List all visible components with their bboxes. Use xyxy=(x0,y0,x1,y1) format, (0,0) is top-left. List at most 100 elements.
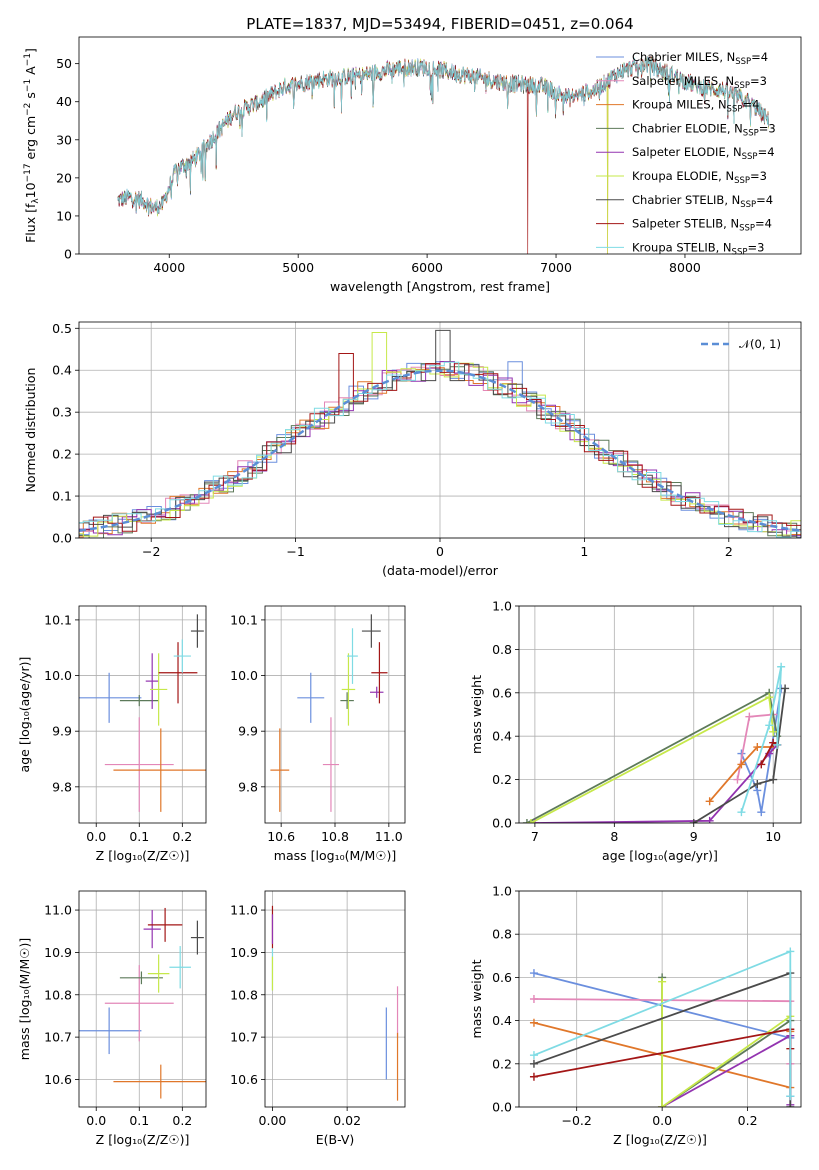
x-tick-label: 2 xyxy=(725,544,733,559)
x-tick-label: 5000 xyxy=(282,260,314,275)
y-axis-label: mass weight xyxy=(469,675,484,754)
weight-point-kroupa_elodie xyxy=(769,727,778,736)
legend-text: Salpeter MILES, N xyxy=(632,74,734,88)
x-tick-label: 0.0 xyxy=(86,829,106,844)
x-tick-label: 10.8 xyxy=(321,829,349,844)
panel-residuals: −2 −1 0 1 2 0.0 0.1 0.2 0.3 0.4 0.5 (data-model)/er… xyxy=(23,321,802,578)
y-tick-label: 0.6 xyxy=(492,685,512,700)
y-tick-label: 9.8 xyxy=(238,779,258,794)
x-tick-label: 0.2 xyxy=(738,1113,758,1128)
x-tick-label: −1 xyxy=(286,544,304,559)
label-part: s xyxy=(23,92,38,103)
x-axis-label: mass [log₁₀(M/M☉)] xyxy=(274,848,396,863)
x-tick-label: 9 xyxy=(690,829,698,844)
legend-text: Chabrier ELODIE, N xyxy=(632,121,743,135)
plot-area-z_age xyxy=(79,614,206,812)
y-tick-label: 10.8 xyxy=(44,987,72,1002)
y-tick-label: 50 xyxy=(56,56,72,71)
y-tick-label: 10.1 xyxy=(230,612,258,627)
y-tick-label: 30 xyxy=(56,132,72,147)
legend-text: =4 xyxy=(758,145,775,159)
y-tick-label: 40 xyxy=(56,94,72,109)
y-axis-label: Normed distribution xyxy=(23,368,38,493)
y-tick-label: 10.6 xyxy=(44,1072,72,1087)
weight-line-kroupa_elodie xyxy=(530,695,775,823)
panel-spectrum: 4000 5000 6000 7000 8000 0 10 20 30 40 50 wavelengt… xyxy=(23,36,802,294)
hist-salpeter_stelib xyxy=(79,353,801,538)
weight-point-kroupa_stelib xyxy=(737,808,746,817)
weight-line-kroupa_stelib xyxy=(740,666,782,813)
y-tick-label: 9.8 xyxy=(52,779,72,794)
y-tick-label: 0.4 xyxy=(52,363,72,378)
y-tick-label: 9.9 xyxy=(238,724,258,739)
weight-line-kroupa_elodie xyxy=(661,981,791,1107)
y-tick-label: 0.8 xyxy=(492,642,512,657)
weight-line-salpeter_elodie xyxy=(661,1034,792,1107)
legend-sub: SSP xyxy=(727,105,743,115)
x-tick-label: 7 xyxy=(531,829,539,844)
y-tick-label: 0.0 xyxy=(492,816,512,831)
legend-text: Chabrier MILES, N xyxy=(632,50,735,64)
weight-point-kroupa_elodie xyxy=(526,819,535,823)
weight-point-kroupa_miles xyxy=(737,760,746,769)
plot-area-residuals xyxy=(79,329,801,538)
x-axis-label: Z [log₁₀(Z/Z☉)] xyxy=(96,1132,190,1147)
weight-point-kroupa_stelib xyxy=(786,1092,795,1101)
legend-label-chabrier_stelib: Chabrier STELIB, NSSP=4 xyxy=(632,193,773,210)
x-tick-label: 0.0 xyxy=(652,1113,672,1128)
legend-text: =4 xyxy=(751,50,768,64)
legend-sub: SSP xyxy=(732,247,748,257)
weight-point-chabrier_stelib xyxy=(769,775,778,784)
panel-mass_age: 10.6 10.8 11.0 9.8 9.9 10.0 10.1 mass [log₁₀(M/… xyxy=(230,605,406,863)
plot-area-z_weight xyxy=(529,947,795,1107)
weight-point-kroupa_stelib xyxy=(529,1051,538,1060)
weight-point-kroupa_elodie xyxy=(658,1103,667,1107)
legend-text: Salpeter ELODIE, N xyxy=(632,145,742,159)
x-tick-label: 1 xyxy=(580,544,588,559)
normal-curve xyxy=(79,369,801,532)
weight-point-kroupa_elodie xyxy=(658,977,667,986)
axes-frame xyxy=(78,605,207,824)
weight-point-kroupa_stelib xyxy=(777,662,786,671)
y-tick-label: 0.2 xyxy=(492,1056,512,1071)
y-tick-label: 0.6 xyxy=(492,970,512,985)
y-axis-label: mass weight xyxy=(469,959,484,1038)
y-tick-label: 10.7 xyxy=(230,1030,258,1045)
axes-frame xyxy=(78,36,802,255)
axes-frame xyxy=(78,321,802,539)
weight-point-salpeter_stelib xyxy=(529,1072,538,1081)
y-tick-label: 0.2 xyxy=(52,447,72,462)
x-tick-label: 0 xyxy=(436,544,444,559)
legend-sub: SSP xyxy=(740,200,756,210)
legend-label-kroupa_elodie: Kroupa ELODIE, NSSP=3 xyxy=(632,169,767,186)
weight-point-salpeter_stelib xyxy=(757,760,766,769)
label-sup: −1 xyxy=(23,53,33,66)
label-part: 10 xyxy=(23,182,38,198)
legend-label-salpeter_stelib: Salpeter STELIB, NSSP=4 xyxy=(632,217,772,234)
panel-z_mass: 0.0 0.1 0.2 10.6 10.7 10.8 10.9 11.0 Z [log₁₀(Z/… xyxy=(17,890,207,1147)
panel-z_weight: −0.2 0.0 0.2 0.0 0.2 0.4 0.6 0.8 1.0 Z [log₁₀(Z/Z… xyxy=(469,884,802,1147)
y-tick-label: 10.7 xyxy=(44,1030,72,1045)
x-tick-label: −0.2 xyxy=(562,1113,592,1128)
y-tick-label: 1.0 xyxy=(492,884,512,899)
y-tick-label: 9.9 xyxy=(52,724,72,739)
label-sup: −17 xyxy=(23,163,33,182)
hist-chabrier_stelib xyxy=(79,329,801,537)
legend-sub: SSP xyxy=(734,81,750,91)
axes-frame xyxy=(264,605,406,824)
y-tick-label: 11.0 xyxy=(44,903,72,918)
legend-label-salpeter_elodie: Salpeter ELODIE, NSSP=4 xyxy=(632,145,775,162)
label-sub: λ xyxy=(31,198,41,204)
legend-label-salpeter_miles: Salpeter MILES, NSSP=3 xyxy=(632,74,767,91)
legend-text: Kroupa MILES, N xyxy=(632,98,727,112)
label-part: Flux [f xyxy=(23,203,38,243)
y-tick-label: 1.0 xyxy=(492,599,512,614)
legend-text: =3 xyxy=(747,240,764,254)
weight-point-kroupa_stelib xyxy=(786,947,795,956)
weight-point-salpeter_miles xyxy=(529,995,538,1003)
axes-frame xyxy=(518,890,802,1108)
y-tick-label: 0.0 xyxy=(492,1100,512,1115)
label-part: ] xyxy=(23,48,38,53)
plot-area-age_weight xyxy=(522,662,790,823)
